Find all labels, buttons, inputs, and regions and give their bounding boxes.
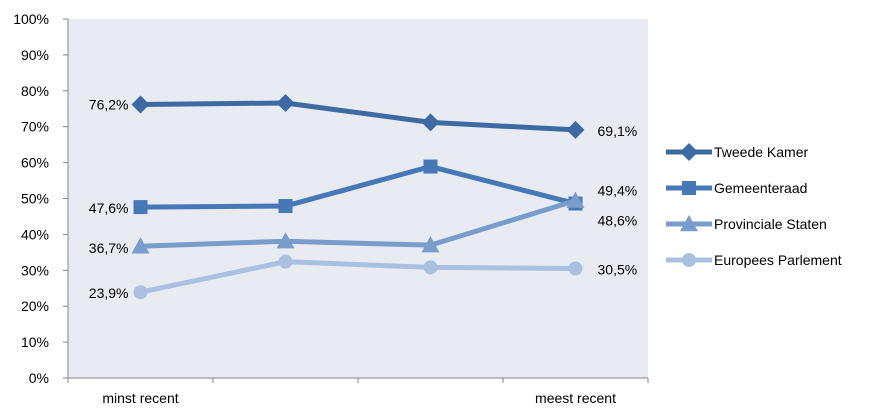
series-europees-parlement xyxy=(133,254,583,300)
y-axis: 0% 10% 20% 30% 40% 50% 60% 70% 80% 90% 100% xyxy=(13,11,69,386)
triangle-marker xyxy=(276,232,295,249)
diamond-marker xyxy=(566,120,585,139)
data-label: 30,5% xyxy=(598,262,638,278)
data-label: 69,1% xyxy=(598,123,638,139)
legend-item: Gemeenteraad xyxy=(666,180,807,196)
diamond-marker xyxy=(421,113,440,132)
circle-marker xyxy=(682,253,696,267)
triangle-marker xyxy=(680,215,698,232)
x-axis: minst recent meest recent xyxy=(67,377,649,406)
legend-item: Europees Parlement xyxy=(666,252,842,268)
circle-marker xyxy=(423,260,438,275)
triangle-marker xyxy=(421,236,440,253)
legend-label: Gemeenteraad xyxy=(714,180,807,196)
series-tweede-kamer xyxy=(131,94,585,139)
square-marker xyxy=(278,199,293,214)
square-marker xyxy=(682,181,696,195)
series-line xyxy=(140,198,577,249)
series-line xyxy=(140,100,576,133)
y-tick-label: 30% xyxy=(21,262,49,278)
triangle-marker xyxy=(566,191,585,208)
series-provinciale-staten xyxy=(131,191,585,254)
series-layer xyxy=(131,94,585,300)
y-tick-label: 90% xyxy=(21,47,49,63)
data-label: 49,4% xyxy=(598,183,638,199)
circle-marker xyxy=(568,261,583,276)
legend-label: Europees Parlement xyxy=(714,252,842,268)
y-tick-label: 50% xyxy=(21,191,49,207)
y-tick-label: 70% xyxy=(21,119,49,135)
series-line xyxy=(139,259,576,295)
diamond-marker xyxy=(680,143,698,161)
x-tick-label: minst recent xyxy=(102,390,178,406)
diamond-marker xyxy=(276,94,295,113)
legend-item: Provinciale Staten xyxy=(666,215,827,232)
data-label: 23,9% xyxy=(89,285,129,301)
data-label: 47,6% xyxy=(89,200,129,216)
square-marker xyxy=(133,200,148,215)
data-label: 48,6% xyxy=(598,213,638,229)
y-tick-label: 60% xyxy=(21,155,49,171)
legend-label: Provinciale Staten xyxy=(714,216,827,232)
data-label: 76,2% xyxy=(89,96,129,112)
x-tick-label: meest recent xyxy=(535,390,616,406)
series-line xyxy=(140,164,577,210)
legend: Tweede Kamer Gemeenteraad Provinciale Stat… xyxy=(666,143,842,268)
y-tick-label: 100% xyxy=(13,11,49,27)
data-label: 36,7% xyxy=(89,240,129,256)
legend-item: Tweede Kamer xyxy=(666,143,808,161)
y-tick-label: 80% xyxy=(21,83,49,99)
y-tick-label: 10% xyxy=(21,334,49,350)
circle-marker xyxy=(278,254,293,269)
legend-label: Tweede Kamer xyxy=(714,144,808,160)
y-tick-label: 20% xyxy=(21,298,49,314)
circle-marker xyxy=(133,285,148,300)
square-marker xyxy=(423,159,438,174)
y-tick-label: 40% xyxy=(21,226,49,242)
data-labels: 76,2% 69,1% 47,6% 48,6% 36,7% 49,4% 23,9% 30,5% xyxy=(89,96,637,301)
diamond-marker xyxy=(131,95,150,114)
triangle-marker xyxy=(131,237,150,254)
y-tick-label: 0% xyxy=(29,370,49,386)
